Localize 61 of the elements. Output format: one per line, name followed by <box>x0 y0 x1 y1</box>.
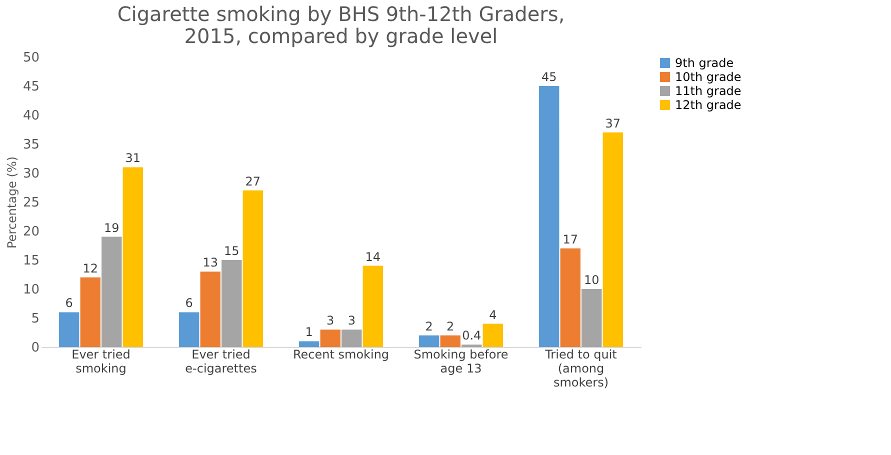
x-tick-label: Tried to quit (among smokers) <box>544 348 618 390</box>
data-label: 37 <box>605 116 621 130</box>
bar <box>179 312 200 347</box>
data-label: 4 <box>489 308 497 322</box>
data-label: 3 <box>348 314 356 328</box>
data-label: 14 <box>365 250 381 264</box>
x-tick-label: Recent smoking <box>292 348 390 362</box>
bar <box>299 341 320 347</box>
data-label: 13 <box>202 256 218 270</box>
x-tick-label: Ever tried e-cigarettes <box>185 348 257 376</box>
data-label: 31 <box>125 151 141 166</box>
y-tick-label: 45 <box>22 80 40 94</box>
y-tick-label: 20 <box>22 224 40 240</box>
data-label: 2 <box>425 319 433 334</box>
y-tick-label: 50 <box>22 50 40 66</box>
bar <box>122 167 143 347</box>
bar <box>222 260 242 347</box>
y-axis-title: Percentage (%) <box>4 156 19 249</box>
bar <box>342 330 362 347</box>
legend-label: 12th grade <box>675 98 742 112</box>
y-tick-label: 5 <box>31 312 40 326</box>
y-tick-label: 40 <box>22 108 40 124</box>
bar <box>242 190 263 347</box>
x-tick-label: Ever tried smoking <box>72 348 130 376</box>
y-tick-label: 25 <box>22 196 40 210</box>
x-tick-label: Smoking before age 13 <box>414 348 508 376</box>
bar <box>539 86 560 347</box>
data-label: 15 <box>224 244 240 258</box>
y-tick-label: 10 <box>22 282 40 298</box>
chart-title: Cigarette smoking by BHS 9th-12th Graders, 2015, compared by grade level <box>117 2 565 48</box>
bar <box>362 266 383 347</box>
legend-label: 9th grade <box>675 56 734 70</box>
data-label: 12 <box>82 261 98 276</box>
data-label: 45 <box>541 70 557 84</box>
data-label: 1 <box>305 325 313 340</box>
data-label: 10 <box>584 273 600 287</box>
legend-label: 10th grade <box>675 70 742 84</box>
bar <box>200 272 220 347</box>
bar <box>560 248 580 347</box>
bar <box>440 335 460 347</box>
bar <box>482 324 503 347</box>
y-tick-label: 30 <box>22 166 40 182</box>
bar <box>102 236 122 347</box>
data-label: 6 <box>185 296 193 310</box>
data-label: 2 <box>446 319 454 334</box>
data-label: 6 <box>65 296 73 310</box>
data-label: 27 <box>245 174 261 188</box>
y-tick-label: 15 <box>22 254 40 268</box>
data-label: 3 <box>326 314 334 328</box>
bar <box>419 335 440 347</box>
data-label: 17 <box>562 232 578 246</box>
bar <box>80 277 100 347</box>
y-tick-label: 0 <box>31 340 40 356</box>
bar <box>59 312 80 347</box>
bar <box>582 289 602 347</box>
data-label: 0.4 <box>462 328 482 343</box>
bar <box>320 330 340 347</box>
data-label: 19 <box>104 220 120 235</box>
y-tick-label: 35 <box>22 138 40 152</box>
legend-label: 11th grade <box>675 84 742 98</box>
bar <box>602 132 623 347</box>
